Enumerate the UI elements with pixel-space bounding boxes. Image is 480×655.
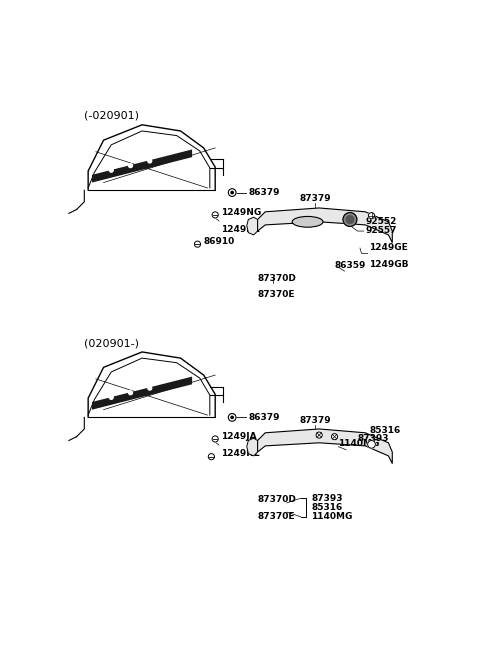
Text: 92557: 92557 [365, 226, 397, 234]
Circle shape [212, 212, 218, 218]
Text: 1249NL: 1249NL [221, 225, 260, 234]
Circle shape [194, 241, 201, 247]
Circle shape [148, 159, 152, 163]
Circle shape [316, 432, 322, 438]
Circle shape [129, 391, 132, 395]
Text: 86910: 86910 [204, 238, 235, 246]
Text: 1140MG: 1140MG [338, 440, 380, 448]
Text: 87393: 87393 [358, 434, 389, 443]
Text: 87379: 87379 [300, 195, 332, 203]
Circle shape [228, 189, 236, 196]
Text: 87379: 87379 [300, 416, 332, 425]
Polygon shape [258, 208, 392, 242]
Text: 1249GB: 1249GB [369, 259, 408, 269]
Circle shape [148, 386, 152, 390]
Text: 87370E: 87370E [258, 512, 295, 521]
Text: 86359: 86359 [335, 261, 366, 270]
Text: 1249NG: 1249NG [221, 208, 262, 217]
Text: (020901-): (020901-) [84, 339, 139, 349]
Polygon shape [247, 438, 258, 456]
Circle shape [346, 215, 354, 223]
Circle shape [368, 441, 375, 448]
Polygon shape [92, 149, 192, 183]
Text: 86379: 86379 [248, 413, 280, 422]
Text: 1140MG: 1140MG [312, 512, 353, 521]
Circle shape [343, 213, 357, 227]
Circle shape [109, 396, 113, 400]
Text: 85316: 85316 [312, 503, 343, 512]
Circle shape [208, 454, 215, 460]
Circle shape [129, 164, 132, 168]
Circle shape [231, 191, 233, 194]
Polygon shape [247, 217, 258, 235]
Circle shape [109, 168, 113, 172]
Text: 1249JA: 1249JA [221, 432, 257, 441]
Text: 87393: 87393 [312, 494, 343, 503]
Circle shape [231, 416, 233, 419]
Circle shape [332, 434, 337, 440]
Ellipse shape [292, 216, 323, 227]
Text: 1249NL: 1249NL [221, 449, 260, 458]
Circle shape [369, 213, 374, 219]
Polygon shape [92, 377, 192, 409]
Text: 86379: 86379 [248, 188, 280, 197]
Polygon shape [258, 429, 392, 464]
Circle shape [228, 413, 236, 421]
Text: 87370D: 87370D [258, 495, 297, 504]
Text: 87370D: 87370D [258, 274, 297, 283]
Text: 1249GE: 1249GE [369, 243, 408, 252]
Text: 92552: 92552 [365, 217, 397, 227]
Circle shape [212, 436, 218, 442]
Text: 85316: 85316 [369, 426, 400, 435]
Text: 87370E: 87370E [258, 290, 295, 299]
Text: (-020901): (-020901) [84, 111, 139, 121]
